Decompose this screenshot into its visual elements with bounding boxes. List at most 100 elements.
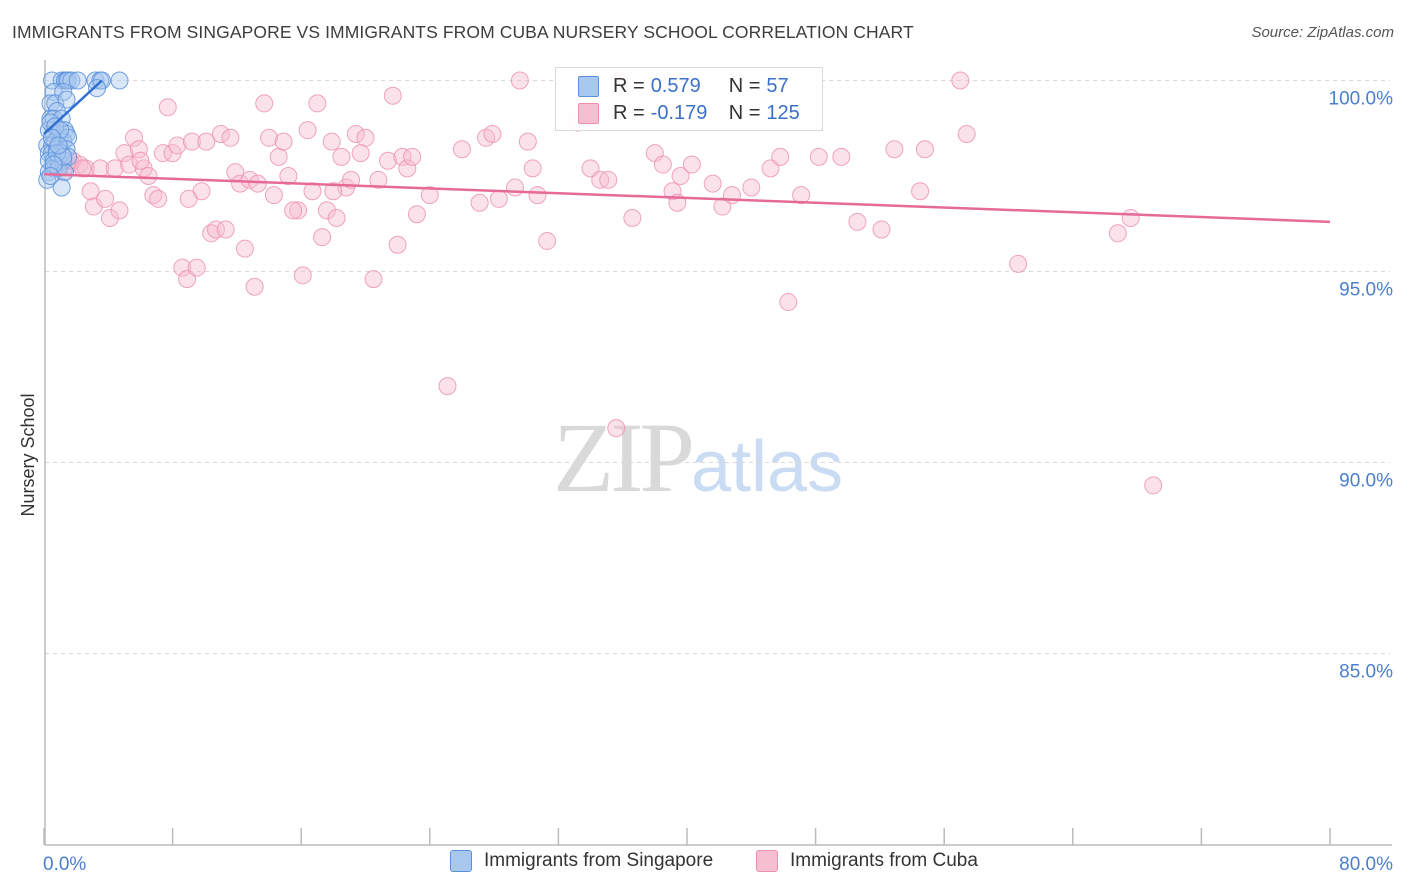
cuba-point — [153, 144, 172, 163]
cuba-point — [131, 151, 150, 170]
cuba-point — [221, 128, 240, 147]
cuba-point — [671, 167, 690, 185]
cuba-point — [356, 128, 375, 147]
singapore-point — [54, 147, 73, 166]
singapore-point — [44, 155, 63, 174]
cuba-point — [872, 220, 891, 239]
singapore-swatch — [578, 75, 599, 97]
r-label: R = — [613, 74, 645, 97]
cuba-point — [483, 124, 502, 143]
cuba-point — [173, 258, 192, 277]
watermark-zip: ZIP — [553, 402, 695, 513]
cuba-point — [279, 167, 298, 185]
cuba-point — [100, 209, 119, 228]
cuba-point — [489, 189, 508, 208]
x-tick-label: 80.0% — [1339, 854, 1393, 875]
n-label: N = — [728, 74, 761, 97]
singapore-point — [88, 79, 107, 98]
cuba-point — [96, 189, 115, 208]
cuba-point — [317, 201, 336, 220]
cuba-point — [168, 136, 187, 155]
cuba-point — [420, 186, 439, 205]
cuba-point — [293, 266, 312, 285]
cuba-point — [505, 178, 524, 197]
cuba-point — [235, 239, 254, 258]
singapore-point — [110, 71, 129, 90]
cuba-point — [388, 235, 407, 254]
cuba-point — [346, 124, 365, 143]
r-label: R = — [613, 101, 645, 124]
singapore-point — [52, 178, 71, 197]
cuba-point — [771, 147, 790, 166]
cuba-point — [623, 209, 642, 228]
cuba-point — [284, 201, 303, 220]
cuba-swatch — [578, 102, 599, 124]
cuba-point — [510, 71, 529, 90]
cuba-point — [255, 94, 274, 113]
cuba-point — [269, 147, 288, 166]
y-tick-label: 85.0% — [1339, 662, 1393, 683]
cuba-point — [911, 182, 930, 201]
cuba-point — [73, 159, 92, 178]
cuba-point — [81, 182, 100, 201]
cuba-point — [260, 128, 279, 147]
cuba-point — [216, 220, 235, 239]
cuba-point — [264, 186, 283, 205]
singapore-point — [57, 90, 76, 109]
cuba-point — [120, 155, 139, 174]
cuba-point — [1144, 476, 1163, 495]
cuba-point — [313, 228, 332, 247]
cuba-point — [518, 132, 537, 151]
cuba-point — [245, 277, 264, 296]
y-axis-title: Nursery School — [18, 393, 38, 516]
cuba-legend-label: Immigrants from Cuba — [790, 850, 978, 871]
cuba-point — [761, 159, 780, 178]
n-value: 125 — [766, 101, 800, 124]
cuba-point — [951, 71, 970, 90]
cuba-point — [110, 201, 129, 220]
cuba-point — [149, 189, 168, 208]
cuba-point — [792, 186, 811, 205]
cuba-point — [207, 220, 226, 239]
cuba-point — [211, 124, 230, 143]
cuba-point — [1108, 224, 1127, 243]
cuba-point — [324, 182, 343, 201]
cuba-point — [125, 128, 144, 147]
cuba-point — [369, 170, 388, 189]
cuba-point — [581, 159, 600, 178]
cuba-point — [158, 98, 177, 117]
cuba-point — [379, 151, 398, 170]
cuba-point — [139, 167, 158, 185]
cuba-points — [47, 71, 1163, 495]
cuba-point — [322, 132, 341, 151]
singapore-point — [59, 147, 78, 166]
singapore-point — [86, 71, 105, 90]
cuba-point — [383, 86, 402, 105]
cuba-point — [607, 419, 626, 438]
series-legend: Immigrants from Singapore Immigrants fro… — [0, 850, 1406, 878]
cuba-point — [364, 270, 383, 289]
y-tick-label: 95.0% — [1339, 280, 1393, 301]
cuba-point — [197, 132, 216, 151]
cuba-point — [1121, 209, 1140, 228]
r-value: 0.579 — [650, 74, 701, 97]
trend-lines — [43, 79, 1331, 224]
cuba-point — [885, 140, 904, 159]
cuba-point — [538, 231, 557, 250]
y-tick-label: 100.0% — [1329, 89, 1394, 110]
chart-title: IMMIGRANTS FROM SINGAPORE VS IMMIGRANTS … — [12, 22, 914, 42]
cuba-point — [407, 205, 426, 224]
cuba-point — [1009, 254, 1028, 273]
cuba-point — [231, 174, 250, 193]
n-label: N = — [728, 101, 761, 124]
cuba-legend-swatch — [756, 850, 778, 872]
source-credit: Source: ZipAtlas.com — [1251, 24, 1394, 41]
cuba-point — [653, 155, 672, 174]
y-tick-labels: 100.0% 95.0% 90.0% 85.0% — [1329, 89, 1394, 683]
cuba-trend-line — [43, 172, 1331, 224]
cuba-point — [957, 124, 976, 143]
cuba-point — [703, 174, 722, 193]
r-value: -0.179 — [650, 101, 708, 124]
y-tick-label: 90.0% — [1339, 471, 1393, 492]
